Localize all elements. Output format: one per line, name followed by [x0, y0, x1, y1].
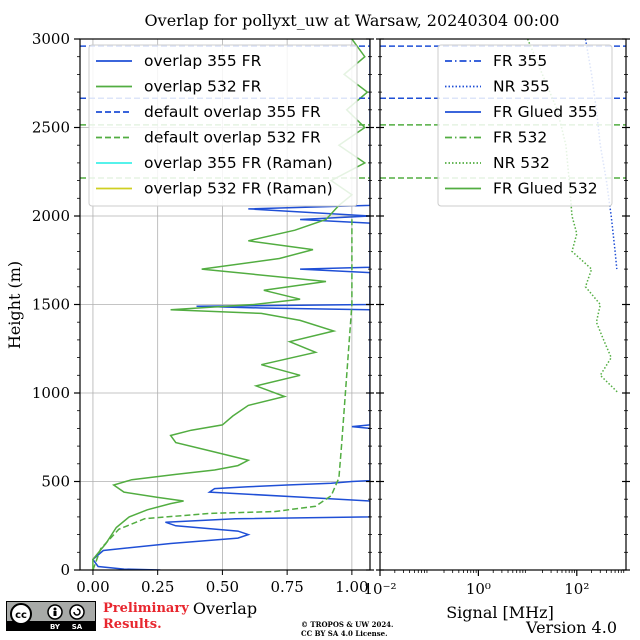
legend-label: NR 532: [493, 154, 550, 172]
legend-label: default overlap 355 FR: [144, 103, 321, 121]
x-tick-label: 0.50: [206, 578, 239, 596]
legend-label: overlap 355 FR (Raman): [144, 154, 333, 172]
log-x-tick-label: 10²: [564, 580, 589, 598]
legend-box: [437, 44, 613, 207]
log-x-tick-label: 10⁰: [466, 580, 491, 598]
x-tick-label: 0.25: [141, 578, 174, 596]
svg-text:cc: cc: [15, 610, 27, 621]
y-tick-label: 2500: [32, 119, 70, 137]
series-line: [92, 216, 353, 570]
share-alike-icon: [69, 604, 85, 620]
right-plot-frame: [379, 38, 627, 571]
left-legend: overlap 355 FR overlap 532 FR default over…: [88, 44, 358, 207]
legend-label: overlap 355 FR: [144, 52, 262, 70]
right-axis-ticks: 10⁻² 10⁰ 10²: [363, 570, 625, 598]
legend-label: FR 355: [493, 52, 547, 70]
legend-label: default overlap 532 FR: [144, 129, 321, 147]
y-tick-label: 3000: [32, 30, 70, 48]
copyright-line1: © TROPOS & UW 2024.: [301, 620, 394, 629]
copyright-line2: CC BY SA 4.0 License.: [301, 629, 388, 638]
preliminary-note: Preliminary Results.: [103, 601, 189, 633]
series-line: [91, 39, 370, 570]
right-x-axis-label: Signal [MHz]: [446, 603, 554, 622]
left-y-axis-label: Height (m): [5, 261, 24, 349]
legend-label: FR 532: [493, 129, 547, 147]
legend-label: overlap 532 FR: [144, 78, 262, 96]
y-tick-label: 500: [41, 473, 70, 491]
y-tick-label: 1000: [32, 384, 70, 402]
copyright-note: © TROPOS & UW 2024. CC BY SA 4.0 License…: [301, 620, 394, 638]
y-tick-label: 2000: [32, 207, 70, 225]
x-tick-label: 0.00: [76, 578, 109, 596]
preliminary-line1: Preliminary: [103, 601, 189, 616]
left-panel: 0.00 0.25 0.50 0.75 1.00 0 500 1000 1500 2000 2500…: [5, 30, 630, 618]
left-x-axis-label: Overlap: [193, 599, 257, 618]
badge-by-label: BY: [50, 623, 61, 630]
right-legend: FR 355 NR 355 FR Glued 355 FR 532 NR 532 FR G…: [437, 44, 613, 207]
x-tick-label: 1.00: [335, 578, 368, 596]
y-tick-label: 1500: [32, 296, 70, 314]
log-x-tick-label: 10⁻²: [363, 580, 396, 598]
badge-sa-label: SA: [72, 623, 83, 630]
version-label: Version 4.0: [526, 618, 617, 637]
cc-license-badge: cc BY SA: [6, 601, 96, 631]
right-panel: 10⁻² 10⁰ 10² Signal [MHz] FR 355 NR 355 FR G…: [363, 38, 627, 622]
cc-logo-icon: [10, 603, 32, 625]
legend-label: FR Glued 532: [493, 180, 598, 198]
chart-title: Overlap for pollyxt_uw at Warsaw, 202403…: [145, 11, 560, 30]
legend-box: [88, 44, 358, 207]
legend-label: overlap 532 FR (Raman): [144, 180, 333, 198]
legend-label: NR 355: [493, 78, 550, 96]
x-tick-label: 0.75: [270, 578, 303, 596]
legend-label: FR Glued 355: [493, 103, 598, 121]
preliminary-line2: Results.: [103, 617, 162, 632]
y-tick-label: 0: [60, 561, 70, 579]
